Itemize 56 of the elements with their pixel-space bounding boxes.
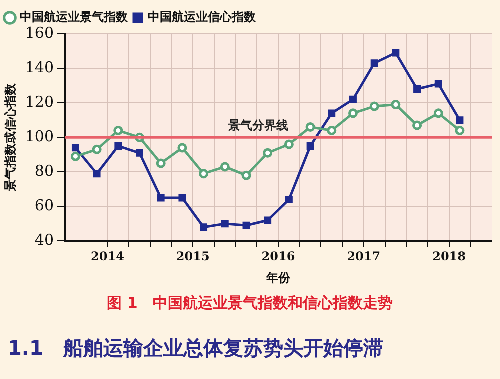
point (348, 108, 358, 118)
point (136, 149, 144, 157)
point (391, 100, 401, 110)
point (178, 143, 188, 153)
point (178, 194, 186, 202)
point (114, 126, 124, 136)
point (157, 194, 165, 202)
text: 1.1 船舶运输企业总体复苏势头开始停滞 (8, 335, 384, 362)
point (242, 170, 252, 180)
y-tick-label: 160 (25, 24, 54, 42)
text: 图 1 中国航运业景气指数和信心指数走势 (106, 294, 394, 313)
legend-label: 中国航运业景气指数 (20, 10, 129, 24)
y-tick-label: 140 (25, 58, 54, 76)
legend-label: 中国航运业信心指数 (148, 10, 257, 24)
point (328, 110, 336, 118)
point (434, 80, 442, 88)
x-tick-label: 2014 (91, 250, 124, 264)
point (327, 126, 337, 136)
point (92, 144, 102, 154)
y-tick-label: 120 (25, 92, 54, 111)
point (434, 108, 444, 118)
point (370, 102, 380, 112)
point (221, 220, 229, 228)
y-tick-label: 100 (25, 127, 54, 146)
point (70, 152, 80, 162)
point (220, 162, 230, 172)
y-tick-label: 60 (34, 196, 54, 215)
point (414, 86, 422, 93)
x-tick-label: 2016 (262, 250, 296, 264)
point (306, 122, 316, 132)
x-tick-label: 2015 (176, 250, 210, 264)
point (200, 224, 208, 232)
point (392, 49, 400, 57)
y-axis-title: 景气指数或信心指数 (3, 82, 18, 193)
x-tick-label: 2017 (347, 250, 381, 264)
y-tick-label: 40 (34, 231, 54, 250)
point (350, 96, 357, 104)
point (156, 158, 166, 168)
point (263, 148, 273, 158)
point (285, 196, 293, 204)
point (370, 60, 378, 68)
ref-line-label: 景气分界线 (228, 118, 289, 133)
x-axis-title: 年份 (266, 270, 292, 285)
point (264, 216, 272, 224)
point (306, 142, 314, 150)
y-tick-label: 80 (34, 162, 54, 180)
point (114, 142, 122, 150)
point (455, 126, 465, 136)
x-tick-label: 2018 (432, 250, 466, 264)
point (412, 120, 422, 130)
point (242, 222, 250, 230)
point (199, 169, 209, 179)
point (72, 144, 80, 152)
point (456, 116, 464, 124)
point (93, 170, 101, 178)
point (284, 140, 294, 150)
